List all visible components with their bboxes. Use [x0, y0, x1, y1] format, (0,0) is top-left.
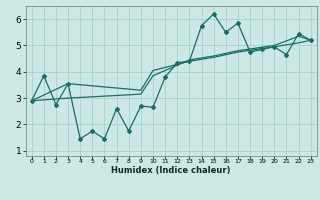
X-axis label: Humidex (Indice chaleur): Humidex (Indice chaleur) [111, 166, 231, 175]
